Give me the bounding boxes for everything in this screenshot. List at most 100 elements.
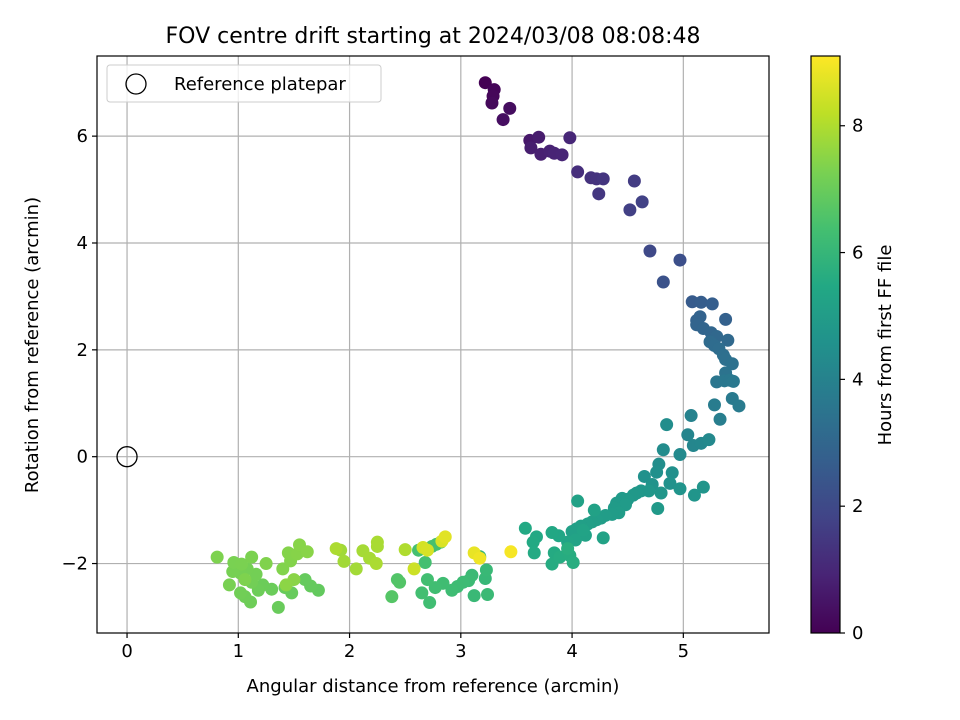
data-point bbox=[532, 130, 546, 144]
data-point bbox=[526, 535, 540, 549]
data-point bbox=[298, 573, 312, 587]
colorbar-tick-label: 8 bbox=[852, 116, 863, 137]
data-point bbox=[518, 521, 532, 535]
data-point bbox=[576, 523, 590, 537]
data-point bbox=[235, 557, 249, 571]
data-point bbox=[385, 590, 399, 604]
data-point bbox=[660, 418, 674, 432]
colorbar-tick-label: 0 bbox=[852, 623, 863, 644]
x-axis-ticks: 0 1 2 3 4 5 bbox=[121, 633, 689, 662]
data-point bbox=[398, 543, 412, 557]
data-point bbox=[300, 545, 314, 559]
reference-layer bbox=[116, 446, 138, 468]
data-point bbox=[527, 546, 541, 560]
data-point bbox=[329, 542, 343, 556]
data-point bbox=[496, 113, 510, 127]
x-tick-label: 3 bbox=[455, 641, 466, 662]
data-point bbox=[210, 550, 224, 564]
x-tick-label: 0 bbox=[121, 641, 132, 662]
data-point bbox=[596, 531, 610, 545]
data-point bbox=[563, 131, 577, 145]
y-tick-label: 4 bbox=[77, 233, 88, 254]
data-point bbox=[238, 573, 252, 587]
data-point bbox=[445, 583, 459, 597]
data-point bbox=[245, 550, 259, 564]
data-point bbox=[673, 253, 687, 267]
data-point bbox=[635, 195, 649, 209]
data-point bbox=[545, 526, 559, 540]
data-point bbox=[694, 295, 708, 309]
y-axis-label: Rotation from reference (arcmin) bbox=[22, 197, 43, 493]
x-axis-label: Angular distance from reference (arcmin) bbox=[247, 676, 620, 697]
data-point bbox=[566, 555, 580, 569]
data-point bbox=[705, 297, 719, 311]
colorbar-tick-label: 2 bbox=[852, 496, 863, 517]
colorbar: 0 2 4 6 8 Hours from first FF file bbox=[810, 55, 896, 644]
data-point bbox=[684, 409, 698, 423]
x-tick-label: 5 bbox=[678, 641, 689, 662]
data-point bbox=[479, 563, 493, 577]
colorbar-ticks: 0 2 4 6 8 bbox=[840, 116, 863, 644]
data-point bbox=[279, 578, 293, 592]
data-points bbox=[210, 76, 746, 614]
data-point bbox=[420, 543, 434, 557]
data-point bbox=[627, 174, 641, 188]
colorbar-label: Hours from first FF file bbox=[875, 245, 896, 446]
x-tick-label: 2 bbox=[344, 641, 355, 662]
legend: Reference platepar bbox=[106, 64, 382, 103]
data-point bbox=[654, 486, 668, 500]
data-point bbox=[726, 374, 740, 388]
data-point bbox=[259, 557, 273, 571]
y-tick-label: 2 bbox=[77, 340, 88, 361]
data-point bbox=[369, 557, 383, 571]
data-point bbox=[485, 96, 499, 110]
data-point bbox=[420, 573, 434, 587]
x-tick-label: 4 bbox=[566, 641, 577, 662]
data-point bbox=[555, 148, 569, 162]
grid bbox=[97, 56, 769, 633]
data-point bbox=[637, 469, 651, 483]
data-point bbox=[222, 578, 236, 592]
y-tick-label: −2 bbox=[61, 554, 88, 575]
data-point bbox=[702, 433, 716, 447]
colorbar-tick-label: 4 bbox=[852, 369, 863, 390]
data-point bbox=[650, 465, 664, 479]
legend-label: Reference platepar bbox=[174, 74, 346, 95]
data-point bbox=[473, 551, 487, 565]
data-point bbox=[687, 488, 701, 502]
data-point bbox=[673, 482, 687, 496]
colorbar-tick-label: 6 bbox=[852, 243, 863, 264]
y-tick-label: 0 bbox=[77, 447, 88, 468]
data-point bbox=[665, 466, 679, 480]
data-point bbox=[596, 172, 610, 186]
data-point bbox=[721, 333, 735, 347]
data-point bbox=[524, 141, 538, 155]
data-point bbox=[423, 596, 437, 610]
data-point bbox=[504, 545, 518, 559]
legend-box bbox=[106, 64, 382, 103]
data-point bbox=[561, 542, 575, 556]
data-point bbox=[415, 586, 429, 600]
data-point bbox=[407, 562, 421, 576]
data-point bbox=[656, 443, 670, 457]
data-point bbox=[467, 589, 481, 603]
reference-point bbox=[116, 446, 138, 468]
data-point bbox=[587, 503, 601, 517]
data-point bbox=[481, 588, 495, 602]
data-point bbox=[725, 357, 739, 371]
data-point bbox=[623, 203, 637, 217]
data-point bbox=[643, 244, 657, 258]
data-point bbox=[651, 502, 665, 516]
data-point bbox=[592, 187, 606, 201]
data-point bbox=[418, 555, 432, 569]
y-axis-ticks: −2 0 2 4 6 bbox=[61, 126, 97, 575]
data-point bbox=[503, 101, 517, 115]
x-tick-label: 1 bbox=[233, 641, 244, 662]
legend-marker-icon bbox=[125, 73, 147, 95]
data-point bbox=[673, 448, 687, 462]
data-point bbox=[276, 562, 290, 576]
data-point bbox=[393, 575, 407, 589]
data-point bbox=[663, 476, 677, 490]
data-point bbox=[478, 76, 492, 90]
